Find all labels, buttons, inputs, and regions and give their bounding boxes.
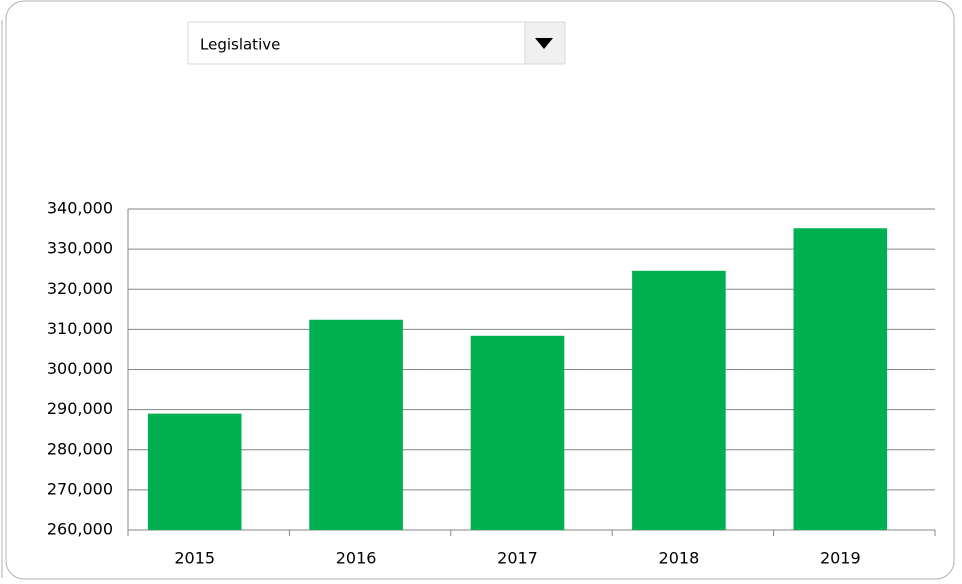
y-tick-label: 330,000 <box>47 239 113 258</box>
y-tick-label: 280,000 <box>47 439 113 458</box>
y-tick-label: 290,000 <box>47 399 113 418</box>
y-tick-label: 310,000 <box>47 319 113 338</box>
dropdown[interactable]: Legislative <box>187 21 566 65</box>
x-tick-label: 2018 <box>659 549 700 568</box>
bar <box>470 335 565 530</box>
x-tick-label: 2017 <box>497 549 538 568</box>
x-tick-label: 2016 <box>336 549 377 568</box>
bar <box>309 319 403 530</box>
y-tick-label: 270,000 <box>47 479 113 498</box>
x-tick-label: 2015 <box>174 549 215 568</box>
dropdown-arrow <box>535 38 553 49</box>
y-tick-label: 320,000 <box>47 279 113 298</box>
y-tick-label: 260,000 <box>47 520 113 539</box>
y-tick-label: 300,000 <box>47 359 113 378</box>
dropdown-text: Legislative <box>200 36 280 54</box>
y-tick-label: 340,000 <box>47 199 113 218</box>
bar <box>147 413 242 530</box>
bar <box>632 270 726 530</box>
bar <box>793 228 888 530</box>
x-tick-label: 2019 <box>820 549 861 568</box>
dropdown-box[interactable] <box>187 21 566 65</box>
